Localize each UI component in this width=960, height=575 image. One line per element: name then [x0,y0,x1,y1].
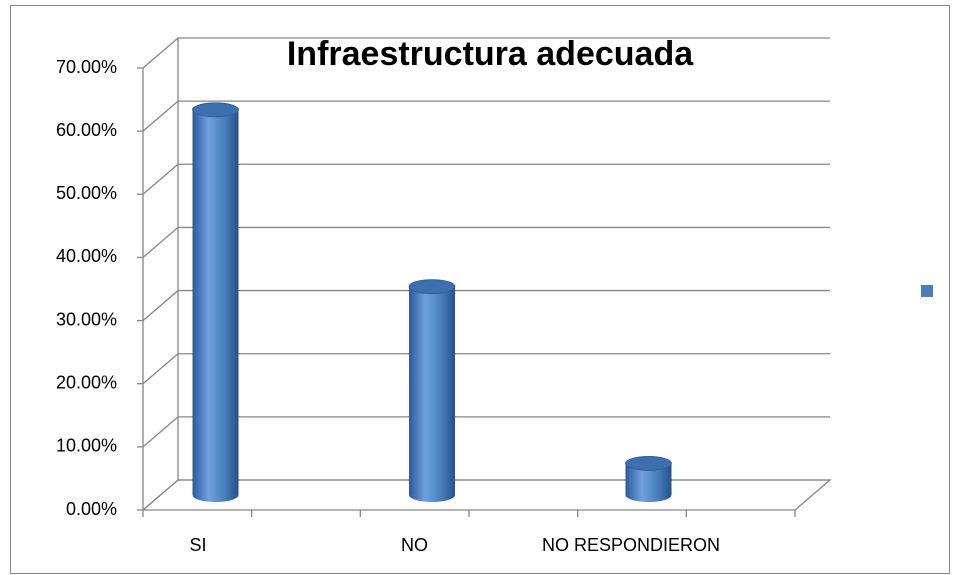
grid-line [142,289,830,322]
bar [192,102,239,502]
chart-border [10,5,950,574]
bar-body [192,109,239,502]
grid-line [142,353,830,385]
y-tick-label: 0.00% [66,499,117,519]
grid-line [142,100,830,132]
y-tick-label: 30.00% [56,309,117,329]
grid-line [142,37,830,69]
y-tick-label: 20.00% [56,372,117,392]
y-tick-label: 70.00% [56,57,117,77]
x-tick-label: NO [401,535,428,555]
chart-title: Infraestructura adecuada [287,35,694,73]
bar-top [625,456,672,471]
x-tick-label: NO RESPONDIERON [542,535,720,555]
bar-top [408,279,456,295]
bar-body [409,286,455,502]
plot-area: 0.00% 10.00% 20.00% 30.00% 40.00% 50.00% 60.00… [56,37,832,555]
y-tick-label: 50.00% [56,183,117,203]
grid-line [142,226,830,258]
bar-top [192,102,239,118]
grid-line [142,479,830,511]
x-tick-label: SI [189,535,206,555]
legend-swatch [921,285,933,297]
bar [408,279,456,502]
bar-body [625,463,672,502]
bar [625,456,672,502]
y-tick-label: 10.00% [56,436,117,456]
grid-line [142,416,830,448]
grid-line [142,163,830,195]
y-tick-label: 40.00% [56,246,117,266]
y-tick-label: 60.00% [56,120,117,140]
